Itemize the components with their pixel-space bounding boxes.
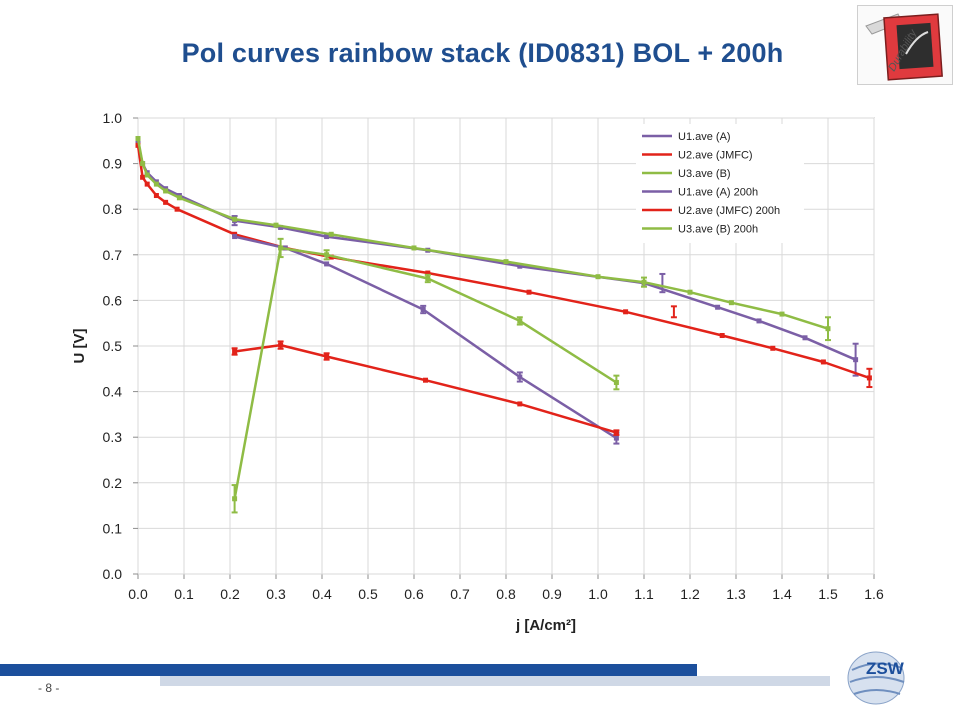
data-point — [232, 234, 238, 240]
x-tick-label: 1.6 — [864, 586, 884, 602]
data-point — [517, 263, 523, 269]
zsw-logo: ZSW — [840, 644, 920, 714]
y-tick-label: 0.4 — [103, 384, 123, 400]
x-tick-label: 1.0 — [588, 586, 608, 602]
data-point — [153, 181, 159, 187]
durability-logo-graphic: Durability — [865, 13, 943, 81]
x-tick-label: 1.4 — [772, 586, 792, 602]
series-line — [234, 343, 617, 434]
data-point — [423, 377, 428, 383]
data-point — [140, 161, 146, 167]
y-tick-label: 0.1 — [103, 520, 123, 536]
durability-logo: Durability — [857, 5, 953, 85]
x-tick-label: 1.5 — [818, 586, 838, 602]
y-tick-label: 0.7 — [103, 247, 123, 263]
data-point — [715, 304, 721, 310]
x-axis-label: j [A/cm²] — [515, 617, 576, 634]
legend-label: U3.ave (B) — [678, 168, 731, 180]
legend-box — [636, 124, 804, 243]
page-number: - 8 - — [38, 681, 60, 695]
data-point — [232, 216, 238, 222]
data-point — [503, 259, 509, 265]
x-tick-label: 0.6 — [404, 586, 424, 602]
legend-label: U1.ave (A) 200h — [678, 187, 758, 199]
zsw-globe-icon: ZSW — [847, 651, 905, 705]
y-tick-label: 0.9 — [103, 156, 123, 172]
x-tick-label: 0.4 — [312, 586, 332, 602]
data-point — [526, 289, 532, 295]
data-point — [756, 318, 762, 324]
data-point — [623, 309, 629, 315]
x-tick-label: 0.3 — [266, 586, 286, 602]
data-point — [324, 261, 330, 267]
data-point — [176, 195, 182, 201]
series-line — [233, 246, 618, 500]
legend-label: U3.ave (B) 200h — [678, 224, 758, 236]
x-tick-label: 1.3 — [726, 586, 746, 602]
data-point — [144, 181, 150, 187]
slide-title: Pol curves rainbow stack (ID0831) BOL + … — [181, 38, 784, 68]
x-tick-label: 1.1 — [634, 586, 654, 602]
data-point — [144, 172, 150, 178]
polarization-chart: 0.0 0.1 0.2 0.3 0.4 0.5 0.6 0.7 0.8 0.9 1.0 1.1 1.2 1… — [62, 102, 892, 642]
data-point — [802, 335, 808, 341]
data-point — [425, 270, 431, 276]
footer-bar-secondary — [160, 676, 830, 686]
x-tick-label: 0.1 — [174, 586, 194, 602]
x-tick-label: 0.0 — [128, 586, 148, 602]
y-tick-label: 0.0 — [103, 566, 123, 582]
data-point — [411, 245, 417, 251]
data-point — [135, 136, 141, 142]
y-tick-label: 0.6 — [103, 292, 123, 308]
data-point — [278, 224, 284, 230]
y-tick-label: 1.0 — [103, 110, 123, 126]
x-tick-label: 1.2 — [680, 586, 700, 602]
data-point — [687, 289, 693, 295]
series-line — [234, 235, 618, 440]
x-tick-label: 0.5 — [358, 586, 378, 602]
series-line — [136, 142, 857, 361]
y-tick-label: 0.3 — [103, 429, 123, 445]
legend-label: U1.ave (A) — [678, 131, 731, 143]
y-tick-label: 0.5 — [103, 338, 123, 354]
y-axis-label: U [V] — [71, 329, 88, 364]
data-point — [719, 333, 725, 339]
y-tick-label: 0.2 — [103, 475, 123, 491]
data-point — [174, 206, 180, 212]
footer-bar-primary — [0, 664, 697, 676]
data-point — [324, 234, 330, 240]
y-tick-label: 0.8 — [103, 201, 123, 217]
data-point — [728, 300, 734, 306]
x-tick-label: 0.7 — [450, 586, 470, 602]
data-point — [273, 222, 279, 228]
zsw-logo-text: ZSW — [866, 659, 905, 678]
data-point — [328, 231, 334, 237]
data-point — [517, 401, 523, 407]
legend-label: U2.ave (JMFC) 200h — [678, 205, 780, 217]
x-tick-label: 0.8 — [496, 586, 516, 602]
data-point — [779, 311, 785, 317]
data-point — [140, 174, 146, 180]
data-point — [770, 345, 776, 351]
data-point — [820, 359, 826, 365]
legend-label: U2.ave (JMFC) — [678, 150, 753, 162]
data-point — [163, 199, 169, 205]
x-tick-label: 0.9 — [542, 586, 562, 602]
x-tick-label: 0.2 — [220, 586, 240, 602]
data-point — [153, 193, 159, 199]
data-point — [595, 274, 601, 280]
chart-svg: 0.0 0.1 0.2 0.3 0.4 0.5 0.6 0.7 0.8 0.9 1.0 1.1 1.2 1… — [71, 110, 884, 634]
data-point — [163, 188, 169, 194]
